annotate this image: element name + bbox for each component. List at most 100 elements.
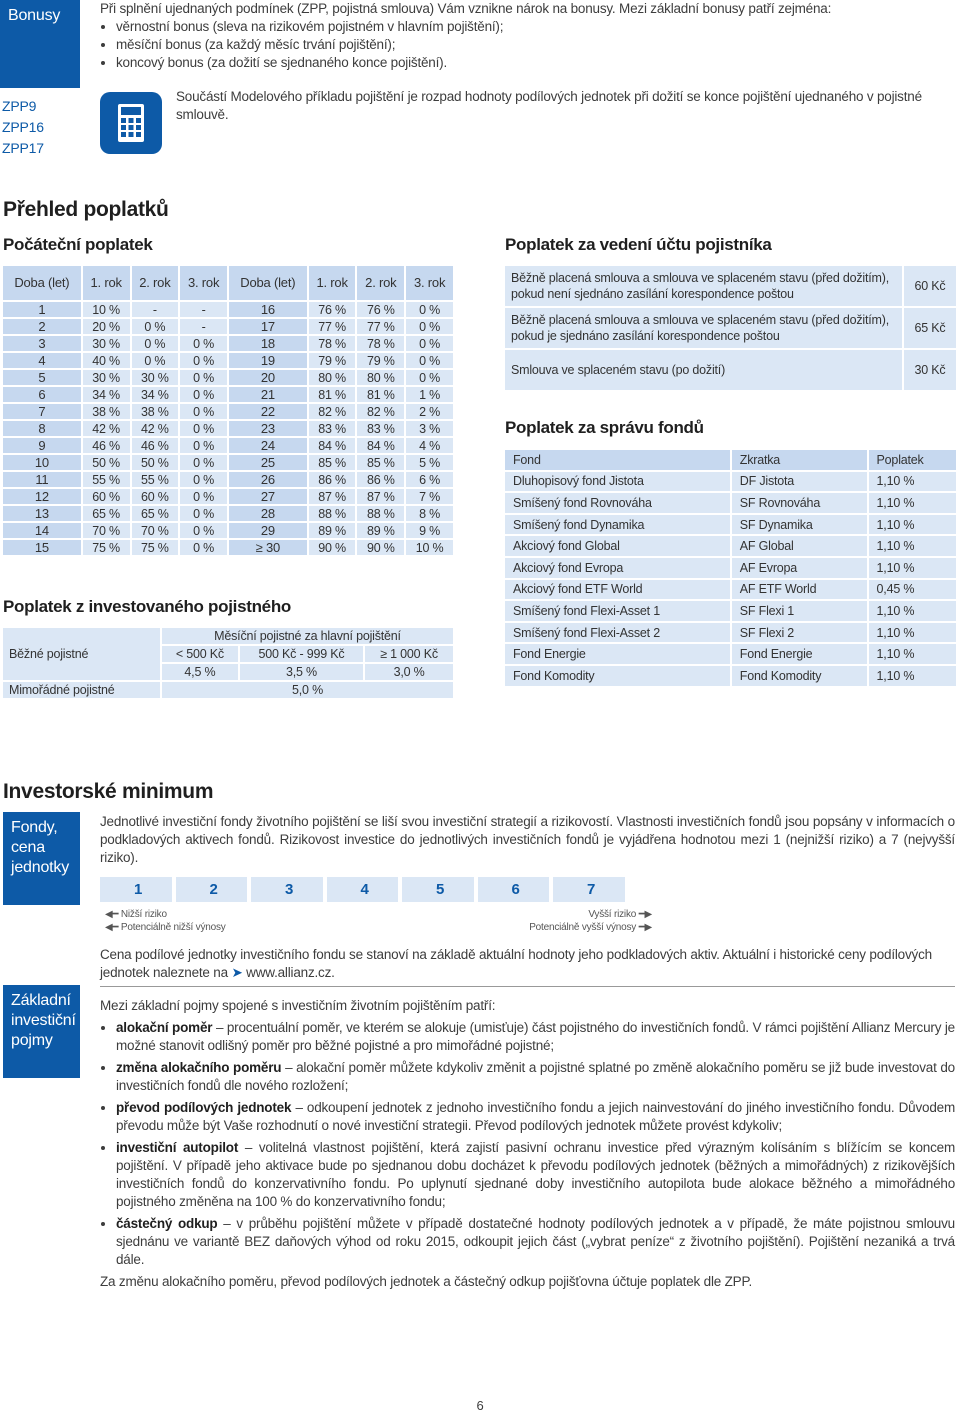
cell: 1,10 % [866, 469, 959, 494]
cell: 0 % [178, 436, 229, 455]
row: 6 34 % 34 % 0 % 21 81 % 81 % 1 % [1, 385, 455, 404]
row: 11 55 % 55 % 0 % 26 86 % 86 % 6 % [1, 470, 455, 489]
cell: 46 % [80, 436, 132, 455]
definition: – alokační poměr můžete kdykoliv změnit … [116, 1060, 955, 1093]
cell: 3 % [404, 419, 455, 438]
cell: Fond Komodity [503, 663, 732, 688]
cell: 0 % [178, 402, 229, 421]
cell: 83 % [355, 419, 407, 438]
side-label: Základní investiční pojmy [3, 985, 80, 1078]
cell: 34 % [80, 385, 132, 404]
cell: 75 % [129, 538, 181, 557]
cell: 22 [226, 402, 309, 421]
row: 2 20 % 0 % -17 77 % 77 % 0 % [1, 317, 455, 336]
page-number: 6 [476, 1398, 484, 1413]
cell: 65 % [129, 504, 181, 523]
header-cell: 3. rok [404, 264, 455, 302]
table: Fond Zkratka Poplatek Dluhopisový fond Jist… [503, 448, 959, 688]
cell: Fond Energie [729, 642, 869, 666]
cell: 1,10 % [866, 555, 959, 580]
cell: 21 [226, 385, 309, 404]
cell: 34 % [129, 385, 181, 404]
cell: 79 % [355, 351, 407, 370]
cell: 16 [226, 300, 309, 319]
paragraph: Při splnění ujednaných podmínek (ZPP, po… [100, 1, 832, 16]
cell: 76 % [306, 300, 358, 319]
cell: - [178, 300, 229, 319]
header-cell: 3. rok [178, 264, 229, 302]
header-row: Fond Zkratka Poplatek [503, 448, 959, 472]
cell: 1,10 % [866, 620, 959, 645]
risk-level: 1 [100, 877, 176, 902]
zpp: ZPP9 [2, 98, 37, 114]
cell: 4 % [404, 436, 455, 455]
row: Fond Energie Fond Energie 1,10 % [503, 642, 959, 666]
row: Smíšený fond Flexi-Asset 1 SF Flexi 1 1,10… [503, 599, 959, 623]
row: 12 60 % 60 % 0 % 27 87 % 87 % 7 % [1, 487, 455, 506]
cell: 90 % [355, 538, 407, 557]
row: 14 70 % 70 % 0 % 29 89 % 89 % 9 % [1, 521, 455, 540]
term: alokační poměr [116, 1020, 213, 1035]
cell: 23 [226, 419, 309, 438]
cell: 79 % [306, 351, 358, 370]
side-label: Bonusy [0, 0, 80, 88]
cell: 40 % [80, 351, 132, 370]
cell: 0,45 % [866, 577, 959, 602]
list-item: koncový bonus (za dožití se sjednaného k… [116, 54, 950, 72]
cell: 1,10 % [866, 534, 959, 558]
cell: 2 [1, 317, 83, 336]
table: Doba (let) 1. rok 2. rok 3. rok Doba (let) 1.… [1, 264, 455, 557]
cell: Smíšený fond Dynamika [503, 512, 732, 537]
list-item: částečný odkup – v průběhu pojištění můž… [116, 1215, 955, 1269]
cell: 77 % [306, 317, 358, 336]
list-item: změna alokačního poměru – alokační poměr… [116, 1059, 955, 1095]
risk-high: Vyšší riziko ━▶ Potenciálně vyšší výnosy… [450, 908, 652, 934]
row: 13 65 % 65 % 0 % 28 88 % 88 % 8 % [1, 504, 455, 523]
cell: 50 % [80, 453, 132, 472]
cell: 55 % [80, 470, 132, 489]
cell: SF Dynamika [729, 512, 869, 537]
cell: 13 [1, 504, 83, 523]
cell: 1,10 % [866, 599, 959, 623]
cell: AF ETF World [729, 577, 869, 602]
row: Běžně placená smlouva a smlouva ve splac… [503, 306, 958, 350]
cell: AF Global [729, 534, 869, 558]
cell: 1 % [404, 385, 455, 404]
cell: 80 % [355, 368, 407, 387]
risk-level: 5 [402, 877, 478, 902]
header-cell: 2. rok [129, 264, 181, 302]
cell: 30 % [129, 368, 181, 387]
cell: 1 [1, 300, 83, 319]
cell: 84 % [355, 436, 407, 455]
cell: 0 % [404, 300, 455, 319]
row: Smíšený fond Flexi-Asset 2 SF Flexi 2 1,10… [503, 620, 959, 645]
cell: 89 % [306, 521, 358, 540]
cell: Akciový fond Global [503, 534, 732, 558]
cell: 0 % [404, 334, 455, 353]
risk-level: 2 [175, 877, 251, 902]
cell: 55 % [129, 470, 181, 489]
text: Potenciálně nižší výnosy [120, 922, 226, 933]
cell: - [129, 300, 181, 319]
cell: 20 [226, 368, 309, 387]
cell: 42 % [129, 419, 181, 438]
row: 5 30 % 30 % 0 % 20 80 % 80 % 0 % [1, 368, 455, 387]
cell: 6 % [404, 470, 455, 489]
bonus-text: Při splnění ujednaných podmínek (ZPP, po… [100, 0, 950, 72]
section-title: Přehled poplatků [3, 198, 169, 221]
header-cell: Fond [503, 448, 732, 472]
cell: 42 % [80, 419, 132, 438]
risk-level: 7 [553, 877, 629, 902]
section-title: Investorské minimum [3, 780, 214, 803]
cell: Fond Komodity [729, 663, 869, 688]
cell: 24 [226, 436, 309, 455]
list-item: alokační poměr – procentuální poměr, ve … [116, 1019, 955, 1055]
cell: 9 % [404, 521, 455, 540]
cell: 88 % [306, 504, 358, 523]
cell: 89 % [355, 521, 407, 540]
paragraph: Mezi základní pojmy spojené s investiční… [100, 998, 496, 1013]
row: Akciový fond ETF World AF ETF World 0,45 % [503, 577, 959, 602]
cell: 0 % [178, 521, 229, 540]
link[interactable]: www.allianz.cz. [246, 965, 335, 980]
cell: 1,10 % [866, 491, 959, 515]
